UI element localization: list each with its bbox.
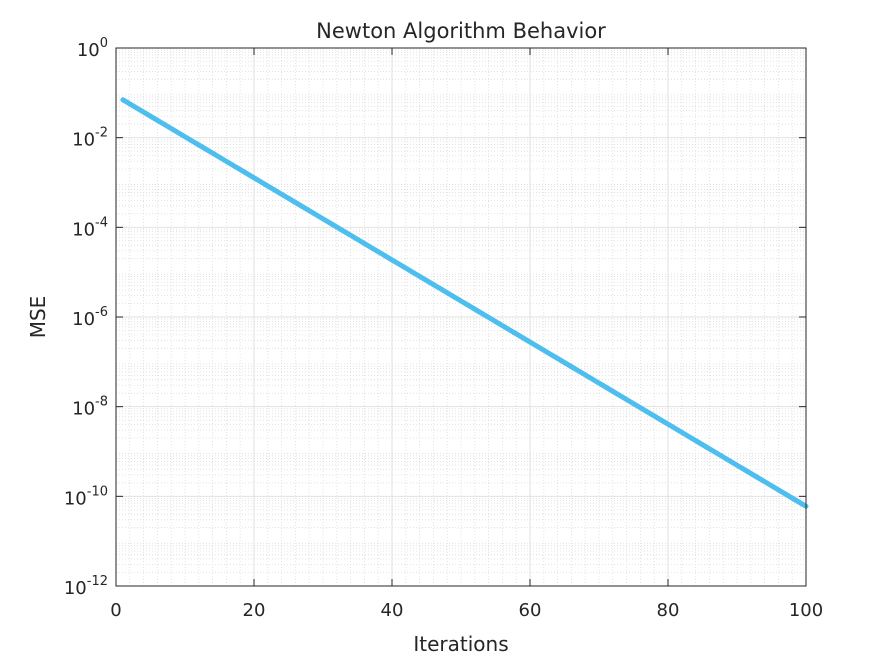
x-tick-label: 0 [110, 600, 121, 621]
y-tick-label-base: 10 [72, 219, 95, 240]
x-axis-label: Iterations [413, 632, 508, 656]
x-tick-label: 40 [381, 600, 404, 621]
y-tick-label: 10-12 [64, 574, 108, 599]
tick-marks [115, 47, 807, 587]
y-tick-label-exponent: -6 [95, 305, 108, 320]
y-tick-label-exponent: -2 [95, 126, 108, 141]
y-tick-label: 10-4 [72, 215, 108, 240]
y-tick-label-exponent: 0 [100, 36, 108, 51]
y-tick-label-base: 10 [72, 309, 95, 330]
y-tick-label: 10-2 [72, 126, 108, 151]
y-tick-label-exponent: -4 [95, 215, 108, 230]
x-tick-label: 80 [657, 600, 680, 621]
y-tick-label: 10-6 [72, 305, 108, 330]
x-tick-label: 20 [243, 600, 266, 621]
y-tick-label-base: 10 [77, 40, 100, 61]
y-tick-label: 10-8 [72, 395, 108, 420]
series-layer [120, 97, 809, 509]
y-axis-label: MSE [26, 296, 50, 339]
y-tick-label-base: 10 [64, 578, 87, 599]
x-tick-label: 100 [789, 600, 823, 621]
y-tick-label-base: 10 [64, 488, 87, 509]
series-line [120, 97, 809, 509]
y-tick-label-exponent: -8 [95, 395, 108, 410]
y-tick-label-exponent: -10 [87, 484, 108, 499]
y-tick-label: 100 [77, 36, 108, 61]
chart-title: Newton Algorithm Behavior [316, 19, 606, 43]
y-tick-label: 10-10 [64, 484, 108, 509]
y-tick-label-base: 10 [72, 399, 95, 420]
y-tick-label-exponent: -12 [87, 574, 108, 589]
x-tick-label: 60 [519, 600, 542, 621]
minor-grid [116, 48, 806, 586]
x-tick-labels: 0 20 40 60 80 100 [110, 600, 823, 621]
y-tick-label-base: 10 [72, 130, 95, 151]
